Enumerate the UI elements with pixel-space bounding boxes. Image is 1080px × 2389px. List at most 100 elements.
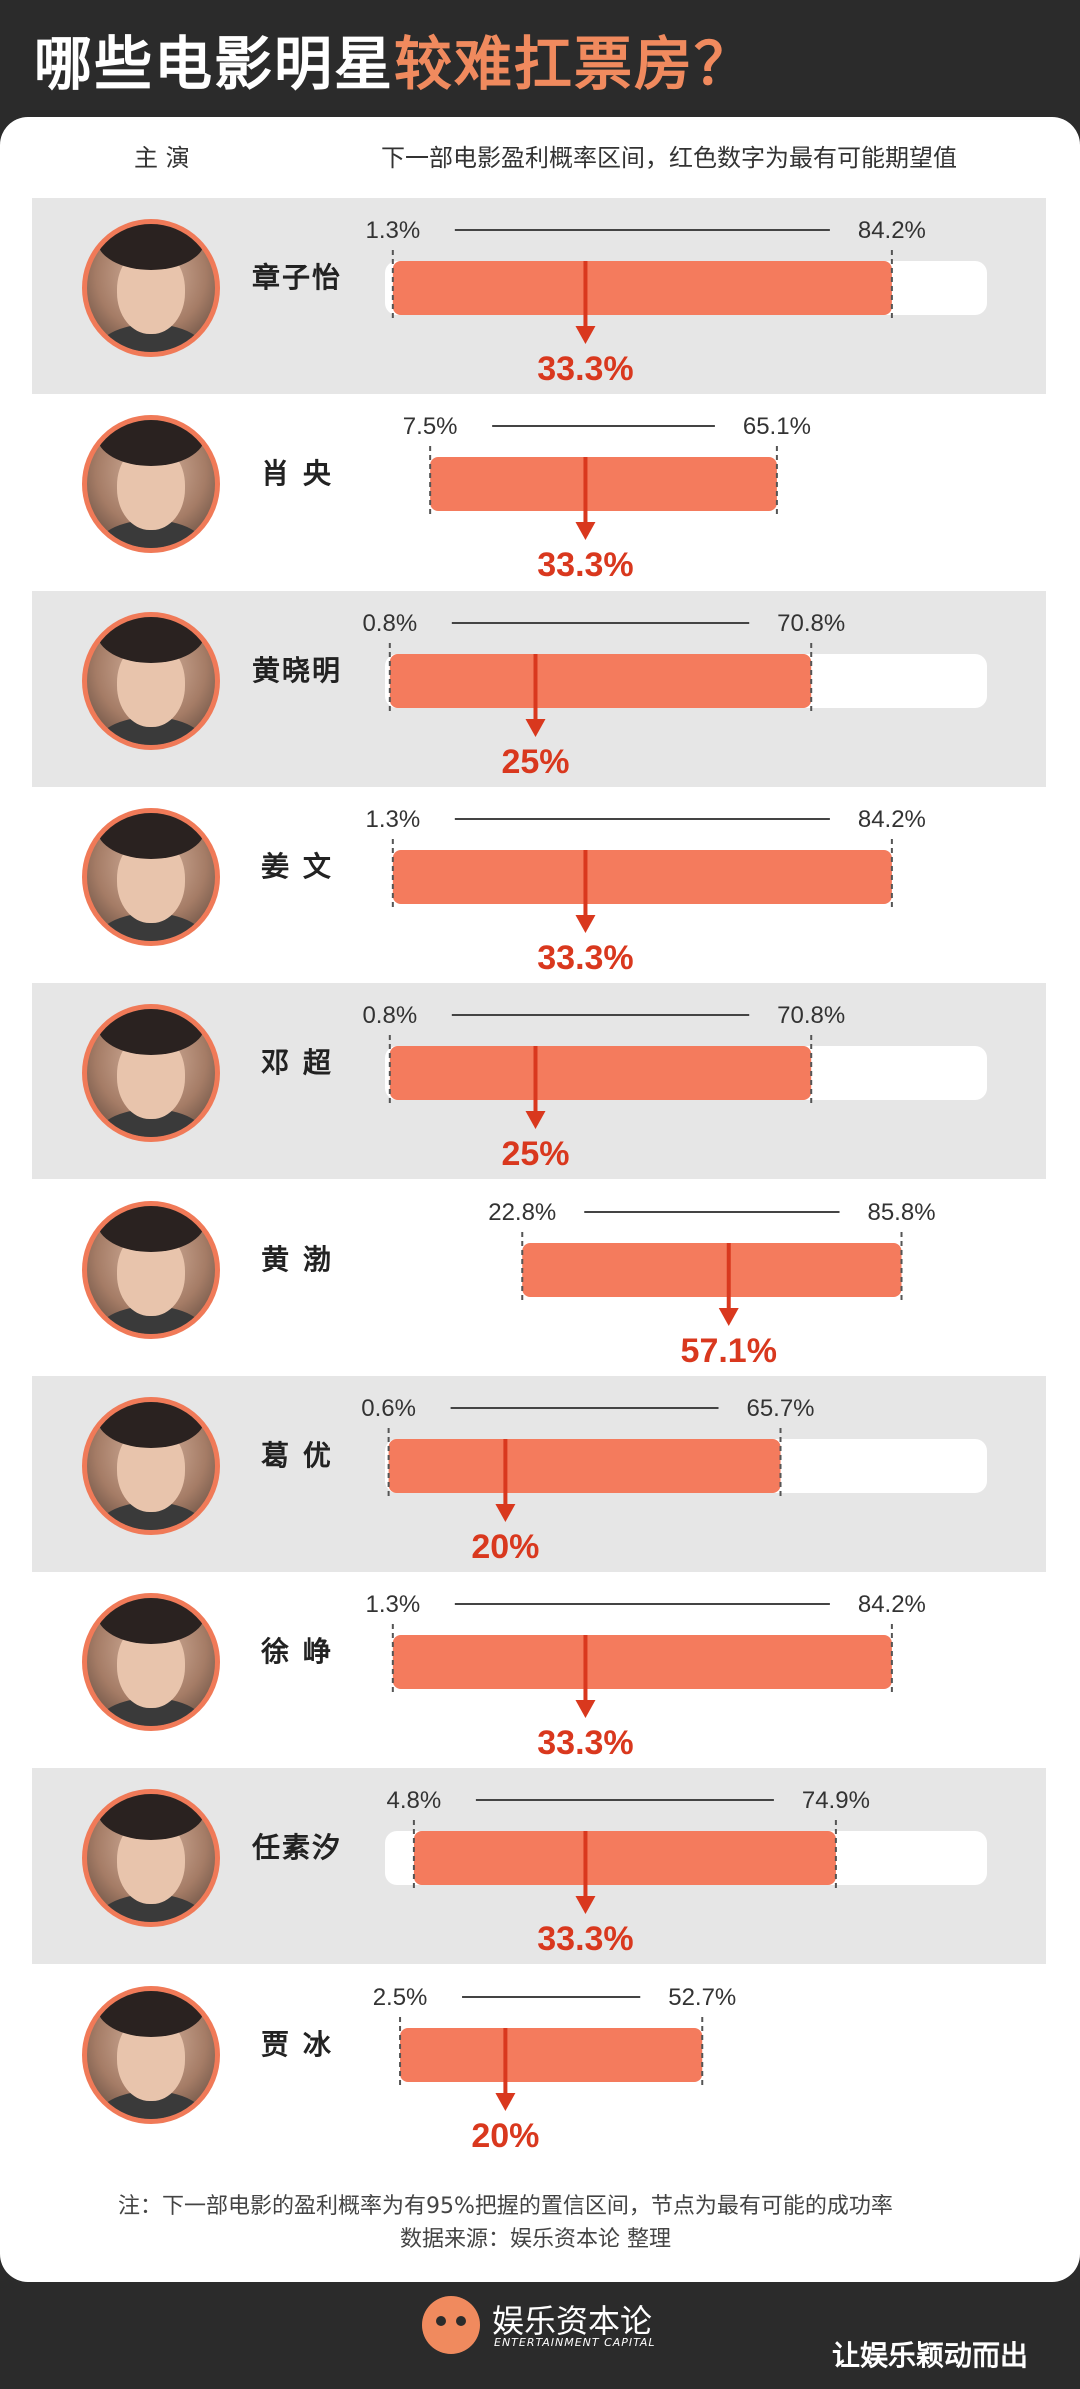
actor-avatar [82,1986,220,2124]
expected-value-label: 57.1% [681,1332,777,1370]
chart-row: 黄晓明 0.8% 70.8% 25% [32,591,1046,787]
interval-chart: 1.3% 84.2% 33.3% [365,217,987,388]
confidence-interval-bar [413,1831,836,1885]
expected-arrow-head [575,326,596,344]
confidence-interval-bar [392,850,892,904]
actor-name: 任素汐 [251,1831,342,1864]
chart-row: 任素汐 4.8% 74.9% 33.3% [32,1768,1046,1964]
title-part1: 哪些电影明星 [34,30,395,98]
expected-arrow-head [525,719,546,737]
expected-value-label: 33.3% [537,350,633,388]
column-header-description: 下一部电影盈利概率区间，红色数字为最有可能期望值 [381,144,957,172]
page-title: 哪些电影明星较难扛票房？ [34,18,754,110]
expected-value-label: 33.3% [537,546,633,584]
actor-name: 章子怡 [251,261,342,294]
chart-row: 章子怡 1.3% 84.2% 33.3% [32,198,1046,394]
actor-avatar [82,219,220,357]
interval-high-label: 70.8% [777,610,845,637]
expected-value-label: 20% [471,2117,539,2155]
chart-row: 黄 渤 22.8% 85.8% 57.1% [32,1180,1046,1376]
actor-name: 姜 文 [261,850,333,883]
expected-arrow-head [575,915,596,933]
confidence-interval-bar [392,1635,892,1689]
confidence-interval-bar [388,1439,781,1493]
confidence-interval-bar [392,261,892,315]
expected-arrow-head [575,522,596,540]
interval-low-label: 0.8% [362,610,417,637]
interval-low-label: 1.3% [365,806,420,833]
interval-high-label: 65.7% [746,1395,814,1422]
actor-avatar [82,1004,220,1142]
expected-value-label: 33.3% [537,1920,633,1958]
footnote: 注：下一部电影的盈利概率为有95%把握的置信区间，节点为最有可能的成功率 [118,2194,893,2219]
actor-avatar [82,808,220,946]
interval-low-label: 1.3% [365,1591,420,1618]
interval-high-label: 74.9% [802,1787,870,1814]
expected-arrow-head [575,1896,596,1914]
actor-avatar [82,1593,220,1731]
interval-chart: 22.8% 85.8% 57.1% [385,1199,987,1370]
interval-chart: 0.8% 70.8% 25% [362,1002,987,1173]
interval-chart: 0.8% 70.8% 25% [362,610,987,781]
title-part2: 较难扛票房？ [394,30,755,98]
interval-chart: 1.3% 84.2% 33.3% [365,1591,987,1762]
expected-arrow-head [495,2093,516,2111]
actor-avatar [82,415,220,553]
chart-row: 姜 文 1.3% 84.2% 33.3% [32,787,1046,983]
expected-value-label: 25% [501,743,569,781]
interval-chart: 4.8% 74.9% 33.3% [385,1787,987,1958]
confidence-interval-bar [430,457,777,511]
interval-high-label: 52.7% [668,1984,736,2011]
expected-arrow-head [718,1308,739,1326]
interval-low-label: 4.8% [387,1787,442,1814]
actor-name: 黄 渤 [261,1243,333,1276]
interval-chart: 7.5% 65.1% 33.3% [385,413,987,584]
actor-avatar [82,1789,220,1927]
expected-arrow-head [575,1700,596,1718]
confidence-interval-bar [389,1046,812,1100]
confidence-interval-bar [522,1243,902,1297]
chart-row: 贾 冰 2.5% 52.7% 20% [32,1965,1046,2161]
interval-low-label: 7.5% [403,413,458,440]
actor-name: 黄晓明 [251,654,342,687]
actor-name: 贾 冰 [261,2028,333,2061]
interval-high-label: 84.2% [858,217,926,244]
actor-name: 徐 峥 [261,1635,333,1668]
interval-chart: 1.3% 84.2% 33.3% [365,806,987,977]
interval-high-label: 65.1% [743,413,811,440]
interval-low-label: 2.5% [373,1984,428,2011]
interval-chart: 2.5% 52.7% 20% [373,1984,987,2155]
footer-slogan: 让娱乐颖动而出 [832,2339,1029,2372]
interval-low-label: 0.8% [362,1002,417,1029]
column-header-actor: 主 演 [134,144,190,172]
mascot-icon [422,2296,480,2354]
interval-high-label: 85.8% [867,1199,935,1226]
logo-text: 娱乐资本论 [492,2302,653,2340]
interval-low-label: 1.3% [365,217,420,244]
expected-arrow-head [495,1504,516,1522]
expected-value-label: 33.3% [537,1724,633,1762]
confidence-interval-bar [400,2028,703,2082]
expected-arrow-head [525,1111,546,1129]
interval-high-label: 70.8% [777,1002,845,1029]
confidence-interval-bar [389,654,812,708]
chart-row: 葛 优 0.6% 65.7% 20% [32,1376,1046,1572]
chart-row: 徐 峥 1.3% 84.2% 33.3% [32,1572,1046,1768]
logo-subtext: ENTERTAINMENT CAPITAL [494,2336,656,2349]
actor-name: 邓 超 [261,1046,333,1079]
actor-avatar [82,612,220,750]
data-source: 数据来源：娱乐资本论 整理 [400,2227,671,2252]
chart-row: 邓 超 0.8% 70.8% 25% [32,983,1046,1179]
expected-value-label: 20% [471,1528,539,1566]
expected-value-label: 33.3% [537,939,633,977]
actor-name: 葛 优 [261,1439,333,1472]
actor-name: 肖 央 [261,457,333,490]
chart-row: 肖 央 7.5% 65.1% 33.3% [32,394,1046,590]
interval-high-label: 84.2% [858,806,926,833]
interval-low-label: 0.6% [361,1395,416,1422]
interval-chart: 0.6% 65.7% 20% [361,1395,987,1566]
interval-high-label: 84.2% [858,1591,926,1618]
expected-value-label: 25% [501,1135,569,1173]
actor-avatar [82,1397,220,1535]
actor-avatar [82,1201,220,1339]
